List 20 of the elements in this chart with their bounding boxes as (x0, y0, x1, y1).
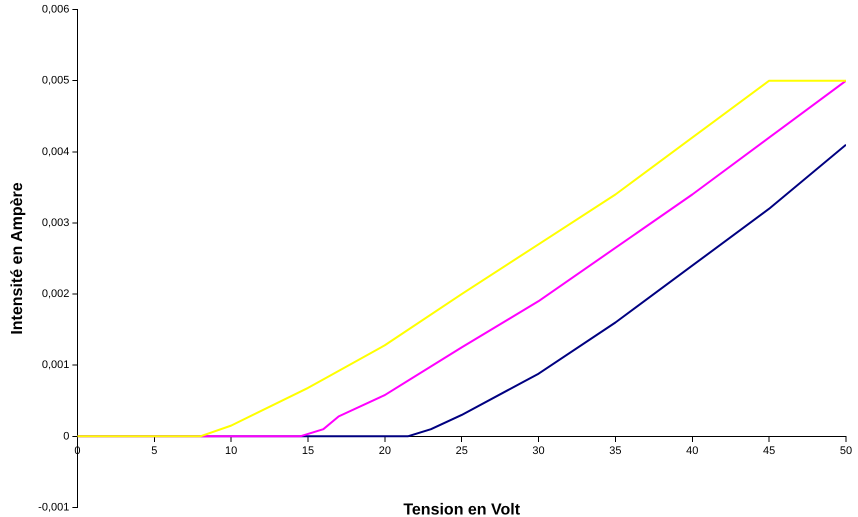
x-tick-label: 5 (151, 444, 158, 457)
y-tick-label: 0,003 (42, 216, 70, 229)
y-tick-label: -0,001 (38, 501, 70, 514)
x-tick-label: 10 (224, 444, 238, 457)
y-axis-title: Intensité en Ampère (9, 182, 26, 335)
y-tick-label: 0,005 (42, 74, 70, 87)
x-axis-title: Tension en Volt (403, 501, 521, 517)
x-tick-label: 45 (763, 444, 776, 457)
y-tick-label: 0,001 (42, 359, 70, 372)
x-tick-label: 35 (609, 444, 622, 457)
y-tick-label: 0 (63, 430, 70, 442)
x-tick-label: 40 (686, 444, 698, 457)
x-tick-label: 20 (378, 444, 391, 457)
x-tick-label: 15 (302, 444, 314, 457)
x-tick-label: 50 (840, 444, 852, 457)
x-tick-label: 30 (532, 444, 545, 457)
x-tick-label: 25 (456, 444, 468, 457)
y-tick-label: 0,004 (42, 146, 70, 158)
y-tick-label: 0,002 (42, 288, 70, 300)
y-tick-label: 0,006 (42, 4, 70, 16)
